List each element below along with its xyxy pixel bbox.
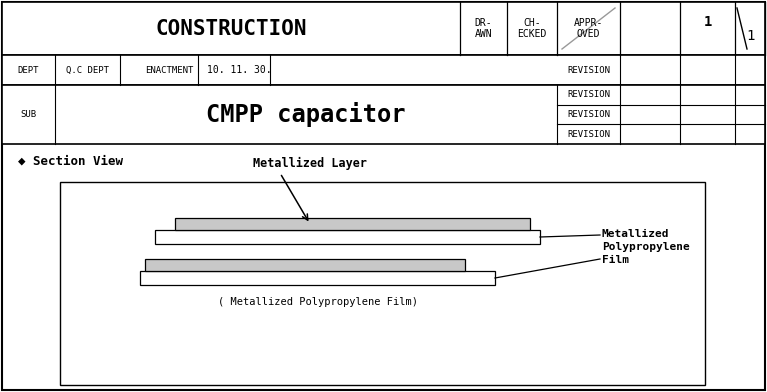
Text: REVISION: REVISION <box>567 130 610 139</box>
Bar <box>2 2 765 55</box>
Text: Metallized
Polypropylene
Film: Metallized Polypropylene Film <box>602 229 690 265</box>
Bar <box>155 230 540 244</box>
Text: APPR-
OVED: APPR- OVED <box>574 18 603 39</box>
Text: Metallized Layer: Metallized Layer <box>253 157 367 170</box>
Text: 10. 11. 30.: 10. 11. 30. <box>206 65 272 75</box>
Text: REVISION: REVISION <box>567 90 610 99</box>
Text: ENACTMENT: ENACTMENT <box>145 65 193 74</box>
Bar <box>2 85 765 144</box>
Bar <box>175 218 530 230</box>
Text: DR-
AWN: DR- AWN <box>475 18 492 39</box>
Text: 1: 1 <box>746 29 754 42</box>
Text: ◆ Section View: ◆ Section View <box>18 154 123 167</box>
Text: REVISION: REVISION <box>567 65 610 74</box>
Text: 1: 1 <box>703 15 712 29</box>
Bar <box>145 259 465 271</box>
Bar <box>60 182 705 385</box>
Text: REVISION: REVISION <box>567 110 610 119</box>
Text: CONSTRUCTION: CONSTRUCTION <box>155 18 307 38</box>
Text: Q.C DEPT: Q.C DEPT <box>66 65 109 74</box>
Text: CMPP capacitor: CMPP capacitor <box>206 102 406 127</box>
Text: CH-
ECKED: CH- ECKED <box>517 18 547 39</box>
Text: ( Metallized Polypropylene Film): ( Metallized Polypropylene Film) <box>218 297 417 307</box>
Bar <box>140 271 495 285</box>
Text: DEPT: DEPT <box>18 65 39 74</box>
Bar <box>2 55 765 85</box>
Text: SUB: SUB <box>21 110 37 119</box>
